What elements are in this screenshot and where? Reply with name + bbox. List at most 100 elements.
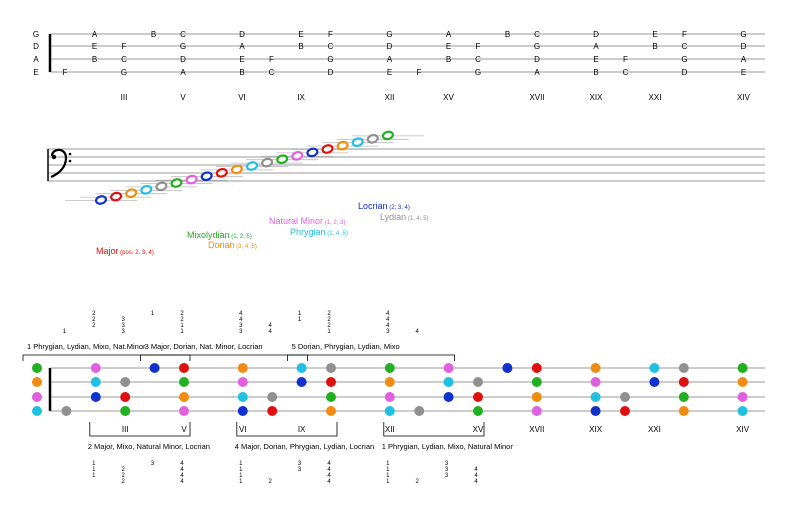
mode-positions: (2, 3, 4): [388, 205, 410, 211]
note-dot: [384, 377, 395, 387]
note-letter: C: [180, 30, 186, 39]
position-marker: V: [180, 93, 186, 102]
mode-positions: (1, 2, 3): [323, 220, 345, 226]
position-bracket: [383, 422, 485, 437]
note-letter: F: [417, 68, 422, 77]
mode-legend: Locrian (2, 3, 4)Lydian (1, 4, 5)Natural…: [96, 201, 429, 256]
finger-number: 3: [122, 329, 126, 335]
note-dot: [237, 377, 248, 387]
note-dot: [737, 363, 748, 373]
string-name-label: G: [33, 30, 39, 39]
finger-number: 4: [180, 467, 184, 473]
note-dot: [443, 363, 454, 373]
note-dot: [384, 406, 395, 416]
note-dot: [737, 406, 748, 416]
note-head: [155, 181, 168, 192]
position-label: 3 Major, Dorian, Nat. Minor, Locrian: [145, 342, 263, 351]
mode-positions: (3, 4, 5): [235, 244, 257, 250]
finger-number: 3: [445, 473, 449, 479]
note-letter: D: [682, 68, 688, 77]
finger-number: 1: [63, 329, 67, 335]
position-marker: XV: [443, 93, 454, 102]
note-head: [276, 154, 289, 165]
finger-number: 2: [416, 479, 420, 485]
position-marker: XVII: [529, 425, 544, 434]
note-dot: [32, 377, 42, 387]
note-letter: D: [180, 55, 186, 64]
note-dot: [590, 377, 601, 387]
note-head: [140, 184, 153, 195]
mode-label: Lydian (1, 4, 5): [380, 212, 429, 222]
note-dot: [267, 392, 278, 402]
finger-number: 1: [151, 311, 155, 317]
position-marker: V: [181, 425, 187, 434]
note-dot: [620, 392, 630, 402]
note-head: [306, 147, 319, 158]
note-head: [381, 130, 394, 141]
note-dot: [61, 406, 72, 416]
finger-number: 1: [92, 467, 96, 473]
position-marker: III: [122, 425, 129, 434]
finger-number: 1: [92, 473, 96, 479]
note-letter: G: [121, 68, 127, 77]
note-dot: [443, 377, 454, 387]
note-letter: C: [534, 30, 540, 39]
note-letter: A: [593, 42, 599, 51]
finger-number: 2: [122, 479, 126, 485]
position-label: 5 Dorian, Phrygian, Lydian, Mixo: [292, 342, 400, 351]
note-dot: [90, 363, 101, 373]
finger-number: 2: [269, 479, 273, 485]
bass-staff: [47, 130, 765, 205]
finger-number: 2: [92, 323, 96, 329]
finger-number: 1: [327, 329, 331, 335]
note-head: [230, 164, 243, 175]
position-marker: XXI: [648, 425, 661, 434]
finger-number: 4: [180, 461, 184, 467]
note-dot: [120, 392, 131, 402]
finger-number: 4: [416, 329, 420, 335]
note-letter: D: [328, 68, 334, 77]
position-marker: XIX: [590, 93, 604, 102]
note-dot: [384, 363, 395, 373]
note-letter: G: [740, 30, 746, 39]
finger-number: 4: [327, 479, 331, 485]
note-letter: F: [682, 30, 687, 39]
note-dot: [678, 392, 689, 402]
note-dot: [32, 392, 42, 402]
finger-number: 1: [239, 473, 243, 479]
note-head: [215, 167, 228, 178]
note-letter: E: [593, 55, 598, 64]
finger-number: 4: [269, 329, 273, 335]
finger-number: 3: [386, 329, 390, 335]
finger-number: 4: [386, 317, 390, 323]
note-dot: [737, 377, 748, 387]
mode-label: Major (pos. 2, 3, 4): [96, 246, 154, 256]
position-marker: VI: [238, 93, 246, 102]
finger-number: 3: [151, 461, 155, 467]
note-letter: D: [593, 30, 599, 39]
note-dot: [90, 377, 101, 387]
finger-number: 4: [327, 467, 331, 473]
note-dot: [326, 377, 336, 387]
finger-number: 4: [180, 479, 184, 485]
bass-clef-dot: [68, 159, 72, 163]
note-letter: B: [151, 30, 156, 39]
finger-number: 1: [386, 473, 390, 479]
finger-number: 1: [386, 467, 390, 473]
note-letter: C: [328, 42, 334, 51]
note-dot: [502, 363, 513, 373]
position-label: 1 Phrygian, Lydian, Mixo, Nat.Minor: [27, 342, 146, 351]
note-letter: F: [63, 68, 68, 77]
note-dot: [149, 363, 160, 373]
finger-number: 1: [239, 479, 243, 485]
note-dot: [120, 377, 131, 387]
finger-number: 3: [298, 461, 302, 467]
finger-number: 1: [386, 461, 390, 467]
note-letter: D: [741, 42, 747, 51]
note-dot: [649, 363, 660, 373]
position-marker: XIX: [589, 425, 603, 434]
position-marker: IX: [298, 425, 306, 434]
finger-number: 2: [327, 317, 331, 323]
note-dot: [620, 406, 630, 416]
